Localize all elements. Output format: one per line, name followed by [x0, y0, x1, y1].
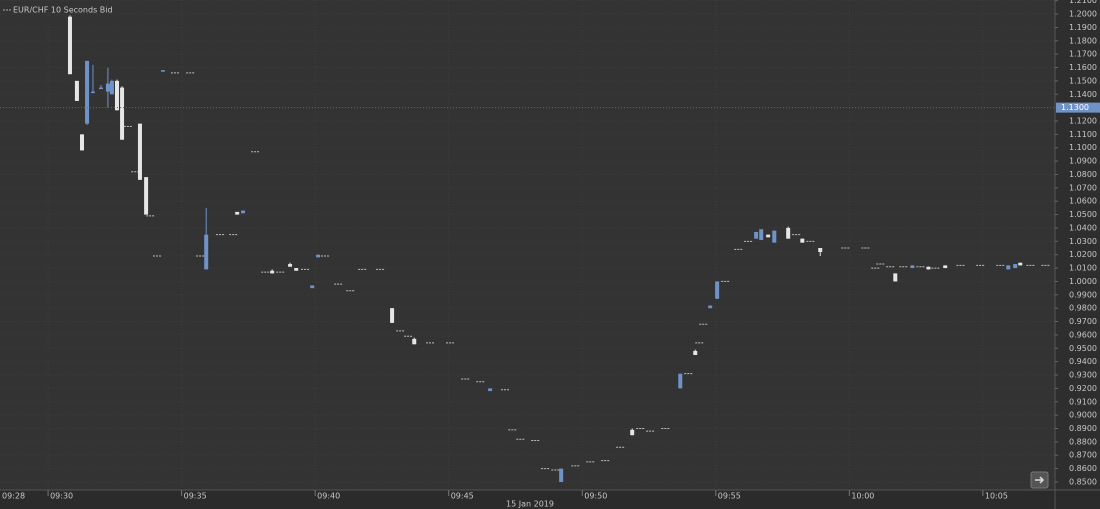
candle-body	[288, 264, 293, 267]
y-tick-label: 0.9400	[1069, 357, 1097, 366]
candle-body	[1013, 264, 1018, 269]
candle-body	[488, 388, 493, 392]
y-tick-label: 1.1000	[1069, 143, 1097, 152]
candle-body	[90, 91, 95, 94]
scroll-button[interactable]	[1030, 471, 1049, 489]
candle-body	[759, 229, 764, 240]
y-tick-label: 1.0100	[1069, 264, 1097, 273]
candle-body	[772, 230, 777, 243]
candle-body	[693, 350, 698, 355]
y-tick-label: 0.9100	[1069, 397, 1097, 406]
candle-body	[109, 80, 114, 95]
candle-body	[114, 80, 119, 111]
candle-body	[137, 123, 142, 180]
candle-body	[754, 231, 759, 239]
candle-body	[818, 248, 823, 253]
candle-body	[160, 70, 165, 72]
y-tick-label: 0.8500	[1069, 477, 1097, 486]
candle-body	[1018, 262, 1023, 266]
candle-body	[85, 60, 90, 124]
price-marker-box	[1056, 102, 1100, 113]
candle-body	[294, 268, 299, 271]
y-tick-label: 1.1100	[1069, 130, 1097, 139]
y-tick-label: 1.2000	[1069, 10, 1097, 19]
candle-body	[766, 234, 771, 238]
candle-body	[678, 373, 683, 389]
y-tick-label: 1.0300	[1069, 237, 1097, 246]
candle-body	[708, 305, 713, 309]
y-tick-label: 1.0500	[1069, 210, 1097, 219]
x-tick-label: 09:35	[184, 492, 207, 501]
y-tick-label: 0.9800	[1069, 304, 1097, 313]
y-tick-label: 1.1600	[1069, 63, 1097, 72]
x-tick-label: 09:40	[317, 492, 340, 501]
x-axis-panel	[0, 490, 1100, 509]
y-tick-label: 0.8800	[1069, 437, 1097, 446]
candle-body	[74, 80, 79, 101]
y-tick-label: 1.1200	[1069, 116, 1097, 125]
y-tick-label: 0.9900	[1069, 290, 1097, 299]
candle-body	[943, 265, 948, 269]
candle-body	[800, 238, 805, 243]
candle-body	[715, 281, 720, 299]
candle-body	[105, 83, 110, 92]
y-tick-label: 0.9700	[1069, 317, 1097, 326]
y-tick-label: 0.9600	[1069, 330, 1097, 339]
x-tick-label: 09:30	[50, 492, 73, 501]
y-tick-label: 1.1900	[1069, 23, 1097, 32]
candle-body	[390, 308, 395, 323]
x-tick-label: 09:50	[584, 492, 607, 501]
y-axis-panel	[1055, 0, 1100, 509]
y-tick-label: 0.8600	[1069, 464, 1097, 473]
y-tick-label: 1.0600	[1069, 197, 1097, 206]
chart-title: EUR/CHF 10 Seconds Bid	[13, 6, 113, 15]
candle-body	[204, 234, 209, 270]
y-tick-label: 1.0200	[1069, 250, 1097, 259]
candle-body	[559, 468, 564, 482]
candle-body	[630, 429, 635, 436]
candle-body	[235, 211, 240, 215]
x-tick-label: 10:05	[985, 492, 1008, 501]
candle-body	[241, 210, 246, 214]
x-tick-label: 09:55	[718, 492, 741, 501]
x-tick-label: 10:00	[851, 492, 874, 501]
candle-body	[316, 254, 321, 258]
y-tick-label: 0.9200	[1069, 384, 1097, 393]
x-tick-label: 09:28	[2, 492, 25, 501]
y-tick-label: 1.2100	[1069, 0, 1097, 5]
price-marker-label: 1.1300	[1061, 103, 1089, 112]
y-tick-label: 1.1500	[1069, 76, 1097, 85]
candle-body	[926, 266, 931, 270]
y-tick-label: 1.1400	[1069, 90, 1097, 99]
y-tick-label: 0.9500	[1069, 344, 1097, 353]
candle-body	[310, 285, 315, 289]
y-tick-label: 0.9300	[1069, 371, 1097, 380]
y-tick-label: 0.9000	[1069, 411, 1097, 420]
candle-body	[270, 270, 275, 274]
scroll-arrow[interactable]	[1035, 476, 1045, 484]
candle-body	[120, 87, 125, 140]
y-tick-label: 1.0400	[1069, 223, 1097, 232]
candle-body	[98, 87, 103, 90]
y-tick-label: 1.0800	[1069, 170, 1097, 179]
candle-body	[893, 273, 898, 282]
candle-body	[1006, 265, 1011, 270]
y-tick-label: 1.0900	[1069, 157, 1097, 166]
candle-body	[910, 265, 915, 269]
candle-body	[67, 16, 72, 75]
y-tick-label: 1.1700	[1069, 50, 1097, 59]
y-tick-label: 1.0000	[1069, 277, 1097, 286]
x-tick-label: 09:45	[451, 492, 474, 501]
y-tick-label: 0.8900	[1069, 424, 1097, 433]
y-tick-label: 1.1800	[1069, 36, 1097, 45]
candle-body	[412, 338, 417, 345]
candle-body	[144, 177, 149, 215]
y-tick-label: 1.0700	[1069, 183, 1097, 192]
candle-body	[79, 134, 84, 151]
y-tick-label: 0.8700	[1069, 451, 1097, 460]
candle-body	[786, 227, 791, 239]
date-label: 15 Jan 2019	[506, 500, 554, 509]
